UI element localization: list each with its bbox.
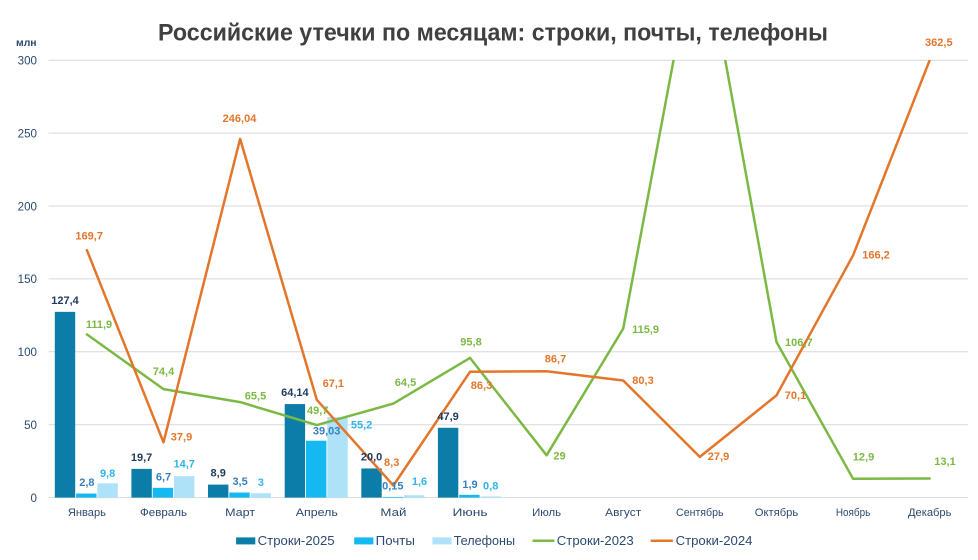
svg-text:39,03: 39,03 [313, 426, 341, 438]
svg-text:150: 150 [18, 273, 37, 286]
svg-text:млн: млн [16, 38, 37, 49]
svg-text:300: 300 [18, 55, 37, 68]
svg-text:106,7: 106,7 [785, 337, 813, 349]
svg-text:166,2: 166,2 [862, 250, 890, 262]
svg-text:169,7: 169,7 [75, 231, 103, 243]
svg-text:Июнь: Июнь [453, 507, 488, 519]
svg-text:12,9: 12,9 [853, 452, 874, 464]
svg-text:Январь: Январь [68, 507, 106, 519]
svg-text:Май: Май [380, 507, 406, 519]
svg-text:67,1: 67,1 [323, 378, 344, 390]
svg-text:86,7: 86,7 [545, 354, 566, 366]
svg-text:29: 29 [553, 451, 565, 463]
svg-text:50: 50 [24, 419, 37, 432]
svg-text:9,8: 9,8 [100, 468, 115, 480]
svg-text:49,7: 49,7 [307, 405, 328, 417]
svg-text:Сентябрь: Сентябрь [676, 507, 724, 519]
svg-text:Ноябрь: Ноябрь [836, 507, 871, 519]
svg-text:362,5: 362,5 [925, 37, 953, 49]
svg-text:250: 250 [18, 127, 37, 140]
svg-text:0,15: 0,15 [382, 481, 403, 493]
svg-text:Апрель: Апрель [296, 507, 338, 519]
svg-text:8,3: 8,3 [384, 457, 399, 469]
svg-text:111,9: 111,9 [86, 319, 112, 331]
svg-text:2,8: 2,8 [79, 477, 94, 489]
svg-text:6,7: 6,7 [156, 471, 171, 483]
svg-text:Телефоны: Телефоны [454, 533, 515, 548]
svg-text:200: 200 [18, 200, 37, 213]
svg-text:Строки-2024: Строки-2024 [676, 533, 753, 548]
svg-text:64,5: 64,5 [395, 377, 416, 389]
svg-text:246,04: 246,04 [223, 113, 258, 125]
svg-text:Июль: Июль [532, 507, 561, 519]
svg-text:27,9: 27,9 [708, 451, 729, 463]
svg-text:Российские утечки по месяцам:: Российские утечки по месяцам: строки, по… [158, 20, 828, 47]
svg-text:8,9: 8,9 [211, 468, 226, 480]
svg-text:37,9: 37,9 [171, 432, 192, 444]
svg-text:80,3: 80,3 [632, 375, 653, 387]
svg-text:70,1: 70,1 [785, 390, 806, 402]
svg-text:127,4: 127,4 [51, 295, 79, 307]
svg-text:3,5: 3,5 [232, 476, 247, 488]
svg-text:13,1: 13,1 [934, 456, 955, 468]
svg-text:20,0: 20,0 [361, 451, 382, 463]
svg-text:115,9: 115,9 [632, 324, 659, 336]
svg-text:3: 3 [258, 477, 264, 489]
svg-text:95,8: 95,8 [460, 337, 481, 349]
svg-text:74,4: 74,4 [153, 366, 175, 378]
svg-text:64,14: 64,14 [281, 387, 309, 399]
svg-text:Март: Март [225, 507, 255, 519]
svg-text:Строки-2023: Строки-2023 [557, 533, 634, 548]
svg-text:86,3: 86,3 [471, 380, 492, 392]
svg-text:Строки-2025: Строки-2025 [258, 533, 335, 548]
svg-text:Декабрь: Декабрь [908, 507, 952, 519]
svg-text:Октябрь: Октябрь [755, 507, 799, 519]
svg-text:Почты: Почты [376, 533, 415, 548]
svg-text:Август: Август [605, 507, 641, 519]
svg-text:1,9: 1,9 [462, 479, 477, 491]
svg-text:47,9: 47,9 [437, 411, 458, 423]
svg-text:0,8: 0,8 [483, 480, 498, 492]
svg-text:Февраль: Февраль [140, 507, 187, 519]
svg-text:14,7: 14,7 [173, 459, 194, 471]
svg-text:1,6: 1,6 [412, 476, 427, 488]
svg-text:55,2: 55,2 [351, 420, 372, 432]
svg-text:19,7: 19,7 [131, 452, 152, 464]
svg-text:0: 0 [31, 492, 37, 505]
svg-text:65,5: 65,5 [245, 391, 266, 403]
svg-text:100: 100 [18, 346, 37, 359]
